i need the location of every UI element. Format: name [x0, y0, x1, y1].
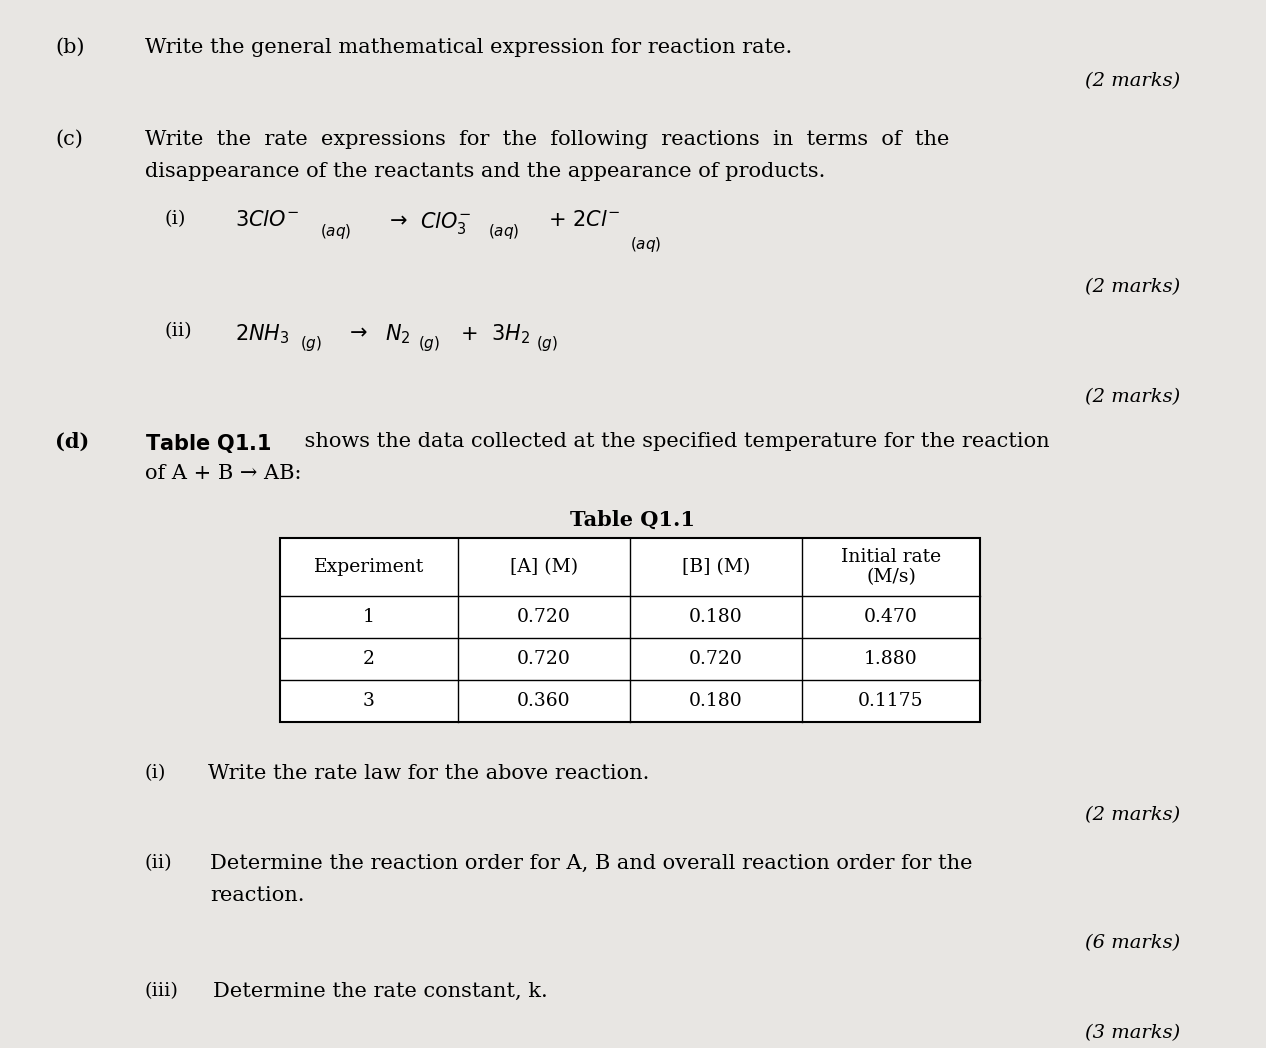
Text: reaction.: reaction. — [210, 886, 305, 905]
Text: (2 marks): (2 marks) — [1085, 806, 1180, 824]
Text: (i): (i) — [165, 210, 186, 228]
Text: $+\ \ 3H_2$: $+\ \ 3H_2$ — [460, 322, 530, 346]
Text: 2: 2 — [363, 650, 375, 668]
Text: 0.470: 0.470 — [865, 608, 918, 626]
Text: $\mathbf{Table\ Q1.1}$: $\mathbf{Table\ Q1.1}$ — [146, 432, 272, 455]
Text: 1.880: 1.880 — [865, 650, 918, 668]
Text: 0.720: 0.720 — [517, 608, 571, 626]
Bar — [280, 538, 980, 722]
Text: Initial rate
(M/s): Initial rate (M/s) — [841, 548, 941, 587]
Text: Write the rate law for the above reaction.: Write the rate law for the above reactio… — [208, 764, 649, 783]
Text: disappearance of the reactants and the appearance of products.: disappearance of the reactants and the a… — [146, 162, 825, 181]
Text: $+\ 2Cl^{-}$: $+\ 2Cl^{-}$ — [548, 210, 620, 230]
Text: $(aq)$: $(aq)$ — [630, 235, 662, 254]
Text: shows the data collected at the specified temperature for the reaction: shows the data collected at the specifie… — [298, 432, 1050, 451]
Text: (d): (d) — [54, 432, 89, 452]
Text: (i): (i) — [146, 764, 166, 782]
Text: (iii): (iii) — [146, 982, 179, 1000]
Text: (ii): (ii) — [165, 322, 192, 340]
Text: 0.180: 0.180 — [689, 608, 743, 626]
Text: (3 marks): (3 marks) — [1085, 1024, 1180, 1042]
Text: $(g)$: $(g)$ — [418, 334, 441, 353]
Text: Experiment: Experiment — [314, 558, 424, 576]
Text: $(g)$: $(g)$ — [536, 334, 558, 353]
Text: (2 marks): (2 marks) — [1085, 72, 1180, 90]
Text: Determine the rate constant, k.: Determine the rate constant, k. — [213, 982, 548, 1001]
Text: $(aq)$: $(aq)$ — [487, 222, 519, 241]
Text: 0.720: 0.720 — [689, 650, 743, 668]
Text: $(aq)$: $(aq)$ — [320, 222, 352, 241]
Text: $\rightarrow$: $\rightarrow$ — [385, 210, 408, 230]
Text: Table Q1.1: Table Q1.1 — [571, 510, 695, 530]
Text: 0.720: 0.720 — [517, 650, 571, 668]
Text: $3ClO^{-}$: $3ClO^{-}$ — [235, 210, 299, 230]
Text: [B] (M): [B] (M) — [682, 558, 751, 576]
Text: 0.360: 0.360 — [518, 692, 571, 709]
Text: $ClO_3^{-}$: $ClO_3^{-}$ — [420, 210, 471, 236]
Text: (c): (c) — [54, 130, 82, 149]
Bar — [280, 538, 980, 722]
Text: of A + B → AB:: of A + B → AB: — [146, 464, 301, 483]
Text: $\rightarrow$: $\rightarrow$ — [346, 322, 367, 341]
Text: (b): (b) — [54, 38, 85, 57]
Text: 0.180: 0.180 — [689, 692, 743, 709]
Text: (6 marks): (6 marks) — [1085, 934, 1180, 952]
Text: $2NH_3$: $2NH_3$ — [235, 322, 290, 346]
Text: 0.1175: 0.1175 — [858, 692, 924, 709]
Text: Write  the  rate  expressions  for  the  following  reactions  in  terms  of  th: Write the rate expressions for the follo… — [146, 130, 950, 149]
Text: Write the general mathematical expression for reaction rate.: Write the general mathematical expressio… — [146, 38, 793, 57]
Text: (ii): (ii) — [146, 854, 172, 872]
Text: 3: 3 — [363, 692, 375, 709]
Text: [A] (M): [A] (M) — [510, 558, 579, 576]
Text: Determine the reaction order for A, B and overall reaction order for the: Determine the reaction order for A, B an… — [210, 854, 972, 873]
Text: 1: 1 — [363, 608, 375, 626]
Text: (2 marks): (2 marks) — [1085, 388, 1180, 406]
Text: $N_2$: $N_2$ — [385, 322, 410, 346]
Text: $(g)$: $(g)$ — [300, 334, 323, 353]
Text: (2 marks): (2 marks) — [1085, 278, 1180, 296]
